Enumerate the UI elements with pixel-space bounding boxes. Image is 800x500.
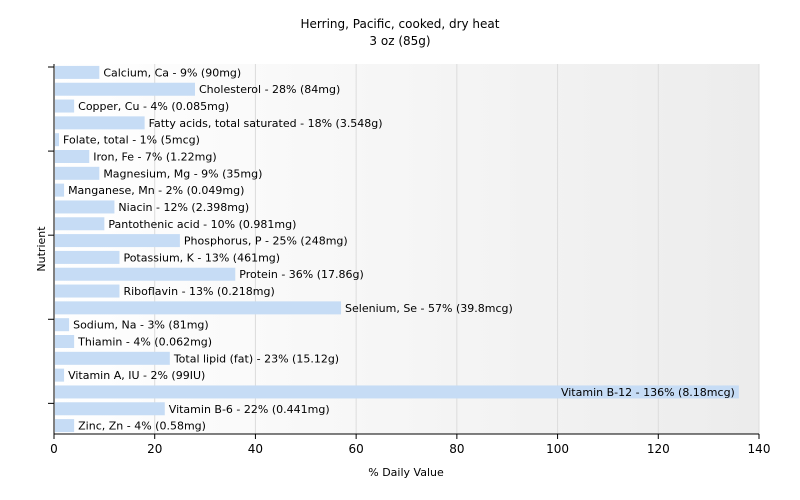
bar-label: Sodium, Na - 3% (81mg) — [73, 319, 209, 332]
x-tick-label: 100 — [546, 442, 569, 456]
bar — [55, 318, 70, 332]
bar — [55, 267, 236, 281]
bar-label: Thiamin - 4% (0.062mg) — [77, 336, 212, 349]
grid — [154, 64, 760, 434]
x-axis-title: % Daily Value — [368, 466, 444, 479]
x-axis-ticks: 0 20 40 60 80 100 120 140 — [50, 434, 770, 456]
bar-label: Total lipid (fat) - 23% (15.12g) — [173, 352, 339, 365]
bar-label: Copper, Cu - 4% (0.085mg) — [78, 100, 229, 113]
bar — [55, 419, 75, 433]
bar — [55, 284, 120, 298]
bar-label: Zinc, Zn - 4% (0.58mg) — [78, 420, 206, 433]
bar-label: Vitamin A, IU - 2% (99IU) — [68, 369, 205, 382]
bar — [55, 250, 120, 264]
y-axis-title: Nutrient — [35, 226, 48, 272]
bar — [55, 217, 105, 231]
bar-label: Phosphorus, P - 25% (248mg) — [184, 235, 348, 248]
bar-label: Vitamin B-12 - 136% (8.18mcg) — [561, 386, 735, 399]
bar — [55, 82, 195, 96]
chart-subtitle: 3 oz (85g) — [369, 34, 430, 48]
x-tick-label: 20 — [147, 442, 162, 456]
bar-label: Iron, Fe - 7% (1.22mg) — [93, 151, 216, 164]
bar — [55, 385, 739, 399]
x-tick-label: 140 — [748, 442, 771, 456]
bar — [55, 335, 75, 348]
bar-labels: Calcium, Ca - 9% (90mg) Cholesterol - 28%… — [63, 66, 735, 432]
x-tick-label: 60 — [349, 442, 364, 456]
bar — [55, 99, 75, 113]
bar-label: Potassium, K - 13% (461mg) — [123, 251, 280, 264]
bar-label: Niacin - 12% (2.398mg) — [118, 201, 249, 214]
bar — [55, 183, 65, 197]
bar-label: Protein - 36% (17.86g) — [239, 268, 364, 281]
bar — [55, 200, 115, 214]
plot-area — [54, 64, 759, 434]
bar-label: Calcium, Ca - 9% (90mg) — [103, 66, 241, 79]
chart-title: Herring, Pacific, cooked, dry heat — [301, 17, 500, 31]
y-axis-ticks — [48, 66, 54, 404]
bar-label: Riboflavin - 13% (0.218mg) — [123, 285, 274, 298]
bar — [55, 351, 170, 365]
x-tick-label: 80 — [449, 442, 464, 456]
bar — [55, 133, 60, 147]
bars — [55, 65, 739, 433]
bar — [55, 402, 165, 416]
bar — [55, 166, 100, 180]
bar-label: Pantothenic acid - 10% (0.981mg) — [108, 218, 296, 231]
x-tick-label: 40 — [248, 442, 263, 456]
x-tick-label: 0 — [50, 442, 58, 456]
bar-label: Manganese, Mn - 2% (0.049mg) — [68, 184, 244, 197]
bar — [55, 150, 90, 163]
bar — [55, 301, 342, 315]
bar-label: Magnesium, Mg - 9% (35mg) — [103, 167, 262, 180]
bar-label: Cholesterol - 28% (84mg) — [199, 83, 340, 96]
bar-label: Fatty acids, total saturated - 18% (3.54… — [149, 117, 383, 130]
bar — [55, 116, 145, 130]
bar-label: Selenium, Se - 57% (39.8mcg) — [345, 302, 513, 315]
bar — [55, 368, 65, 382]
bar — [55, 234, 180, 248]
x-tick-label: 120 — [647, 442, 670, 456]
bar-label: Vitamin B-6 - 22% (0.441mg) — [169, 403, 330, 416]
bar — [55, 65, 100, 79]
bar-label: Folate, total - 1% (5mcg) — [63, 134, 200, 147]
